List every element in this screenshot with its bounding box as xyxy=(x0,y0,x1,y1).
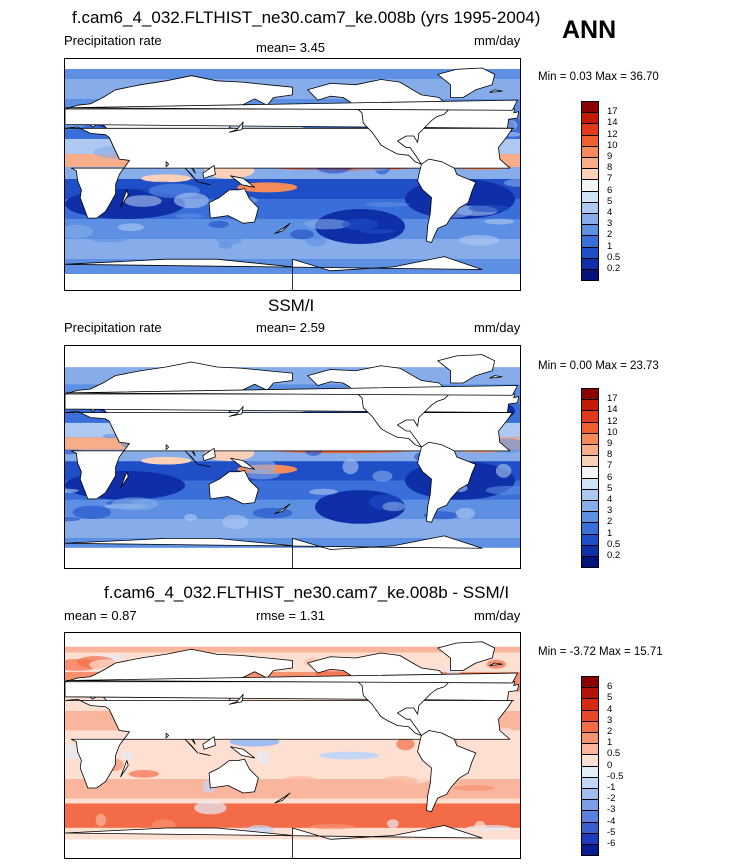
colorbar-tick-label: 2 xyxy=(607,516,613,528)
colorbar-tick-label: 14 xyxy=(607,404,618,416)
colorbar-tick-label: 4 xyxy=(607,207,613,218)
panel-2-units-label: mm/day xyxy=(474,320,521,335)
panel-3-units-label: mm/day xyxy=(474,608,521,623)
colorbar-tick-label: 0.5 xyxy=(607,748,621,760)
panel-1-map xyxy=(64,58,521,291)
panel-2-map xyxy=(64,345,521,569)
colorbar-tick-label: 3 xyxy=(607,218,613,230)
colorbar-tick-label: -6 xyxy=(607,838,616,849)
panel-2-variable-label: Precipitation rate xyxy=(64,320,162,335)
colorbar-tick-label: 0.5 xyxy=(607,251,621,263)
colorbar-tick-label: 7 xyxy=(607,460,613,472)
colorbar-tick-label: -3 xyxy=(607,804,616,816)
colorbar-tick-label: 1 xyxy=(607,527,613,539)
colorbar-tick-label: 9 xyxy=(607,438,613,449)
colorbar-tick-label: 4 xyxy=(607,703,613,715)
colorbar-tick-label: 10 xyxy=(607,426,618,438)
colorbar-tick-label: 3 xyxy=(607,505,613,517)
season-label: ANN xyxy=(562,16,617,44)
colorbar-tick-label: 0 xyxy=(607,759,613,771)
panel-2-title: SSM/I xyxy=(268,296,315,315)
colorbar-tick-label: -4 xyxy=(607,815,616,827)
colorbar-tick-label: 2 xyxy=(607,229,613,241)
colorbar-tick-label: 6 xyxy=(607,471,613,483)
panel-1-units-label: mm/day xyxy=(474,33,521,48)
colorbar-tick-label: 17 xyxy=(607,393,618,405)
colorbar-tick-label: 0.2 xyxy=(607,263,621,274)
colorbar-tick-label: 17 xyxy=(607,106,618,118)
colorbar-swatch xyxy=(581,269,599,282)
colorbar-tick-label: -1 xyxy=(607,782,616,793)
panel-3-minmax: Min = -3.72 Max = 15.71 xyxy=(538,646,663,658)
colorbar-tick-label: 1 xyxy=(607,240,613,252)
colorbar-tick-label: 4 xyxy=(607,494,613,505)
colorbar-tick-label: 7 xyxy=(607,173,613,185)
colorbar-tick-label: 6 xyxy=(607,184,613,196)
panel-1-title: f.cam6_4_032.FLTHIST_ne30.cam7_ke.008b (… xyxy=(72,8,541,27)
panel-3-rmse-label: rmse = 1.31 xyxy=(256,608,326,623)
colorbar-tick-label: 10 xyxy=(607,139,618,151)
panel-3-title: f.cam6_4_032.FLTHIST_ne30.cam7_ke.008b -… xyxy=(104,583,510,602)
colorbar-tick-label: -5 xyxy=(607,826,616,838)
colorbar-tick-label: 5 xyxy=(607,482,613,494)
colorbar-tick-label: -0.5 xyxy=(607,770,624,782)
colorbar-tick-label: 2 xyxy=(607,726,613,737)
panel-3-map xyxy=(64,632,521,859)
colorbar-tick-label: 12 xyxy=(607,415,618,427)
colorbar-tick-label: 12 xyxy=(607,128,618,140)
colorbar-tick-label: 6 xyxy=(607,681,613,693)
panel-3-mean-label: mean = 0.87 xyxy=(64,608,137,623)
colorbar-tick-label: 8 xyxy=(607,449,613,461)
colorbar-tick-label: 9 xyxy=(607,151,613,162)
colorbar-tick-label: 0.5 xyxy=(607,538,621,550)
colorbar-tick-label: 3 xyxy=(607,714,613,726)
colorbar-swatch xyxy=(581,556,599,569)
panel-1-minmax: Min = 0.03 Max = 36.70 xyxy=(538,71,659,83)
colorbar-tick-label: 8 xyxy=(607,162,613,174)
panel-2-minmax: Min = 0.00 Max = 23.73 xyxy=(538,360,659,372)
colorbar-tick-label: 5 xyxy=(607,195,613,207)
colorbar-tick-label: -2 xyxy=(607,793,616,805)
colorbar-tick-label: 14 xyxy=(607,117,618,129)
colorbar-swatch xyxy=(581,844,599,857)
panel-1-mean-label: mean= 3.45 xyxy=(256,40,326,55)
colorbar-tick-label: 0.2 xyxy=(607,550,621,561)
colorbar-tick-label: 5 xyxy=(607,692,613,704)
panel-2-mean-label: mean= 2.59 xyxy=(256,320,326,335)
colorbar-tick-label: 1 xyxy=(607,737,613,749)
panel-1-variable-label: Precipitation rate xyxy=(64,33,162,48)
